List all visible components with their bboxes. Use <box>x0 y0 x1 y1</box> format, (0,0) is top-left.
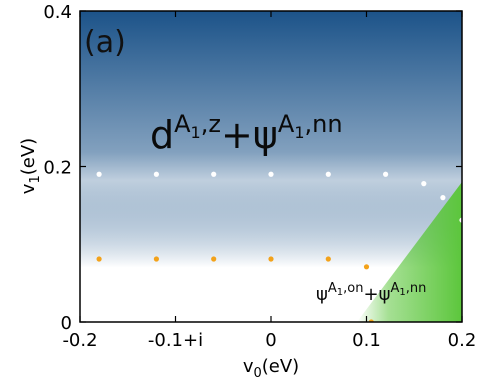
data-point-series-0-2 <box>211 171 217 177</box>
data-point-series-1-5 <box>363 264 370 270</box>
x-tick-label-4: 0.2 <box>448 330 477 351</box>
data-point-series-0-0 <box>96 171 102 177</box>
x-tick-label-1: -0.1+i <box>148 330 203 351</box>
region-blue-fill <box>80 11 462 268</box>
data-point-series-1-1 <box>153 256 159 262</box>
x-tick-label-2: 0 <box>265 330 276 351</box>
data-point-series-0-3 <box>268 171 274 177</box>
data-point-series-1-4 <box>325 256 331 262</box>
data-point-series-0-6 <box>421 181 427 187</box>
x-tick-label-3: 0.1 <box>352 330 381 351</box>
y-tick-label-1: 0.2 <box>43 158 72 179</box>
data-point-series-0-4 <box>325 171 331 177</box>
panel-label: (a) <box>84 25 126 60</box>
x-axis-label: v0(eV) <box>243 356 299 381</box>
data-point-series-1-0 <box>96 256 102 262</box>
region-green-fill <box>356 182 462 322</box>
region-label-blue: dA1,z+ψA1,nn <box>150 110 343 157</box>
data-point-series-1-3 <box>268 256 274 262</box>
region-label-green: ψA1,on+ψA1,nn <box>316 281 426 305</box>
data-point-series-0-1 <box>153 171 159 177</box>
x-tick-label-0: -0.2 <box>62 330 97 351</box>
data-point-series-1-2 <box>211 256 217 262</box>
data-point-series-0-7 <box>440 195 446 201</box>
data-point-series-0-5 <box>383 171 389 177</box>
y-axis-label: v1(eV) <box>18 138 43 194</box>
y-tick-label-0: 0 <box>61 313 72 334</box>
y-tick-label-2: 0.4 <box>43 2 72 23</box>
